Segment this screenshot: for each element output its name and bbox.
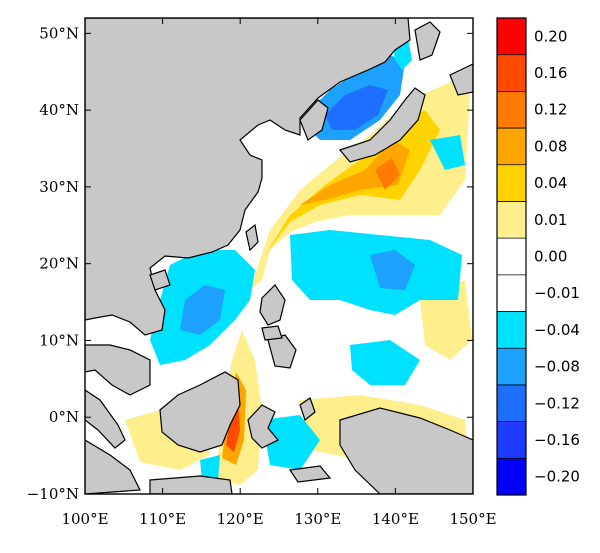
map-ticks: 100°E 110°E 120°E 130°E 140°E 150°E 50°N 40°N 30…: [27, 18, 497, 528]
landmasses: [85, 18, 473, 494]
japan-hokkaido: [414, 21, 441, 61]
malay-peninsula: [85, 389, 126, 449]
colorbar-frame: [496, 17, 527, 496]
warm-spot-kuroshio: [375, 158, 400, 190]
colorbar-label: −0.20: [534, 468, 580, 486]
x-tick-label: 120°E: [217, 510, 264, 528]
sumatra: [85, 439, 141, 494]
cool-core-south-china-sea: [180, 285, 225, 335]
cool-patch-east-equatorial: [350, 340, 420, 385]
colorbar-swatch: [497, 311, 526, 349]
colorbar-swatch: [497, 164, 526, 202]
colorbar-swatch: [497, 18, 526, 56]
y-tick-label: 50°N: [39, 24, 79, 42]
colorbar-swatch: [497, 201, 526, 239]
colorbar: 0.20 0.16 0.12 0.08 0.04 0.01 0.00 −0.01 −0.04 −0…: [496, 17, 580, 496]
colorbar-label: 0.00: [534, 248, 567, 266]
colorbar-swatch: [497, 421, 526, 459]
colorbar-label: 0.12: [534, 101, 567, 119]
colorbar-label: −0.01: [534, 284, 580, 302]
colorbar-label: −0.16: [534, 431, 580, 449]
asia-mainland: [85, 18, 411, 336]
colorbar-swatch: [497, 54, 526, 92]
cool-patch-west: [200, 455, 220, 480]
colorbar-label: 0.08: [534, 137, 567, 155]
cool-core-sea-of-japan: [325, 85, 388, 130]
colorbar-label: 0.20: [534, 27, 567, 45]
y-tick-label: 30°N: [39, 178, 79, 196]
philippines-mindanao: [267, 334, 297, 369]
x-tick-label: 150°E: [449, 510, 496, 528]
taiwan: [245, 223, 259, 252]
korea: [299, 99, 329, 141]
x-tick-label: 130°E: [294, 510, 341, 528]
japan-honshu: [338, 87, 426, 163]
borneo: [159, 371, 241, 453]
colorbar-label: −0.12: [534, 394, 580, 412]
colorbar-swatch: [497, 238, 526, 276]
colorbar-swatch: [497, 348, 526, 386]
cool-patch-celebes: [262, 415, 320, 470]
indochina: [85, 344, 151, 396]
x-tick-label: 140°E: [372, 510, 419, 528]
colorbar-swatch: [497, 91, 526, 129]
map-frame: [84, 17, 474, 495]
cool-patch-north-east: [430, 135, 465, 170]
cool-core-philippine-sea: [370, 250, 415, 290]
colorbar-label: 0.04: [534, 174, 567, 192]
timor: [288, 465, 332, 483]
sakhalin-east: [449, 63, 473, 96]
java: [149, 475, 233, 494]
colorbar-label: 0.01: [534, 211, 567, 229]
colorbar-swatch: [497, 384, 526, 423]
x-tick-label: 100°E: [61, 510, 108, 528]
colorbar-label: −0.04: [534, 321, 580, 339]
colorbar-swatch: [497, 128, 526, 166]
colorbar-label: 0.16: [534, 64, 567, 82]
halmahera: [299, 397, 316, 422]
philippines-visayas: [261, 325, 283, 341]
x-tick-label: 110°E: [139, 510, 186, 528]
colorbar-swatch: [497, 274, 526, 313]
colorbar-swatch: [497, 458, 526, 496]
colorbar-label: −0.08: [534, 358, 580, 376]
y-tick-label: 10°N: [39, 331, 79, 349]
warm-peak-kuroshio: [300, 140, 410, 205]
philippines-luzon: [259, 284, 286, 326]
y-tick-label: 20°N: [39, 255, 79, 273]
y-tick-label: −10°N: [27, 485, 79, 503]
y-tick-label: 40°N: [39, 101, 79, 119]
sulawesi: [247, 404, 279, 449]
y-tick-label: 0°N: [49, 408, 79, 426]
anomaly-field: [85, 18, 473, 494]
new-guinea: [339, 407, 473, 494]
map-panel: 100°E 110°E 120°E 130°E 140°E 150°E 50°N 40°N 30…: [27, 17, 497, 528]
hainan: [149, 269, 171, 291]
